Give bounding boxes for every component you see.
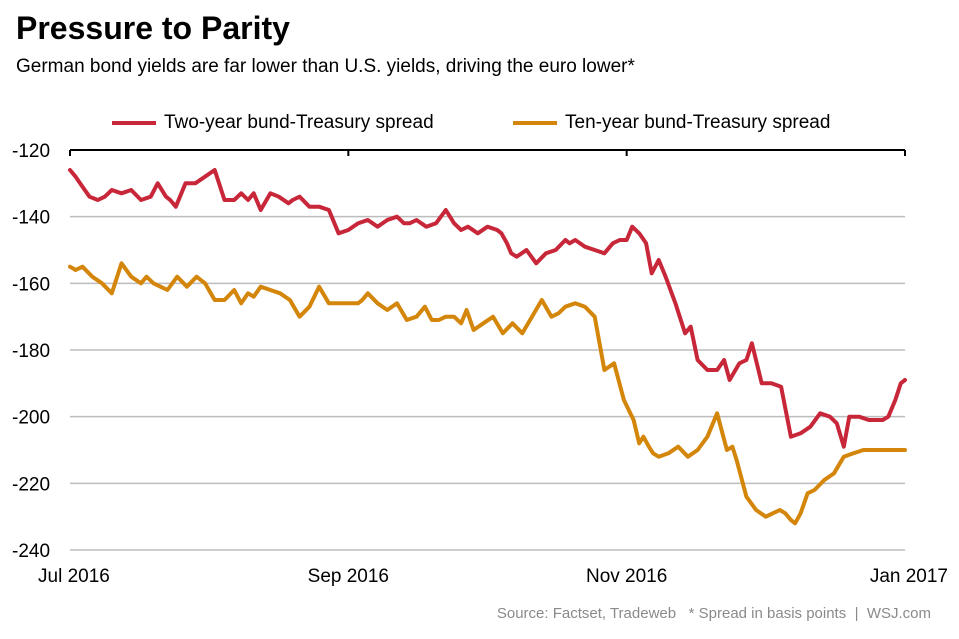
legend-item-ten-year: Ten-year bund-Treasury spread [513, 112, 830, 134]
legend-swatch-ten-year [513, 121, 557, 125]
y-tick-label: -160 [12, 274, 50, 295]
series-line-two-year [68, 168, 907, 449]
footer-brand: WSJ.com [866, 605, 931, 622]
series-line-ten-year [68, 261, 907, 526]
legend-swatch-two-year [112, 121, 156, 125]
footer-source: Source: Factset, Tradeweb [496, 605, 677, 622]
footer: Source: Factset, Tradeweb * Spread in ba… [497, 605, 931, 622]
y-tick-label: -200 [12, 408, 50, 429]
legend-label-two-year: Two-year bund-Treasury spread [164, 112, 434, 133]
y-tick-label: -140 [12, 208, 50, 229]
chart-title: Pressure to Parity [16, 10, 290, 46]
y-tick-label: -180 [12, 341, 50, 362]
y-tick-label: -120 [12, 141, 50, 162]
footer-separator: | [854, 605, 859, 622]
legend-label-ten-year: Ten-year bund-Treasury spread [565, 112, 831, 133]
x-tick-label: Nov 2016 [586, 566, 667, 587]
x-tick-label: Sep 2016 [308, 566, 389, 587]
x-tick-label: Jan 2017 [870, 566, 948, 587]
legend-item-two-year: Two-year bund-Treasury spread [112, 112, 434, 134]
footer-note: * Spread in basis points [688, 605, 847, 622]
y-tick-label: -220 [12, 474, 50, 495]
x-tick-label: Jul 2016 [38, 566, 110, 587]
y-tick-label: -240 [12, 541, 50, 562]
chart-subtitle: German bond yields are far lower than U.… [16, 56, 635, 77]
